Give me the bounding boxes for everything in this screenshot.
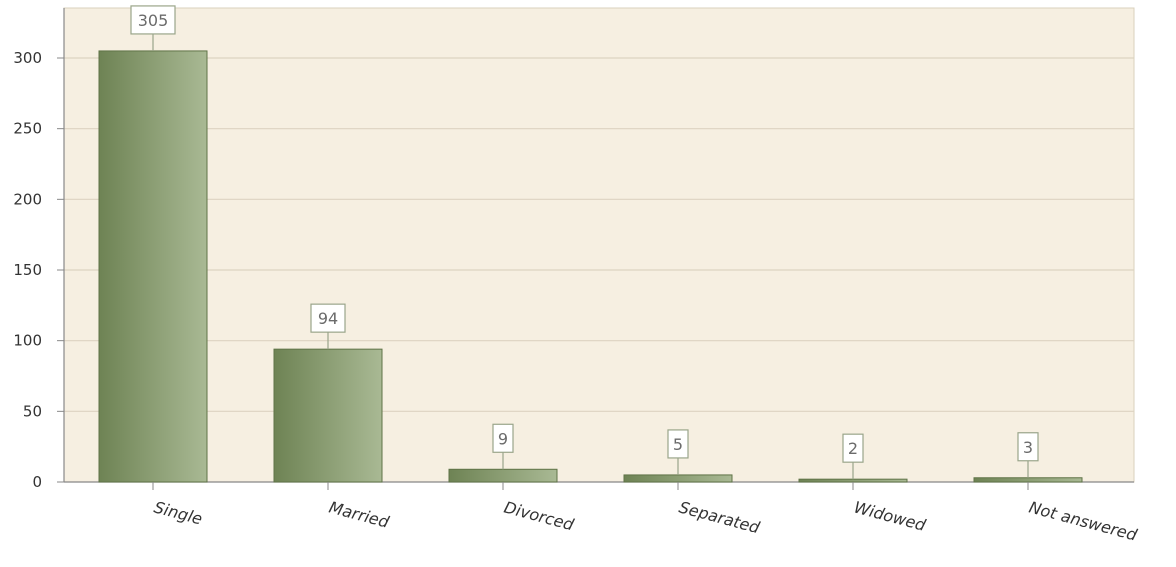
y-tick-label: 200: [13, 190, 42, 208]
x-category-label: Single: [152, 498, 205, 529]
data-label-box: [842, 433, 864, 463]
y-tick-label: 0: [32, 473, 42, 491]
gridlines: [64, 57, 1134, 412]
x-category-label: Divorced: [502, 498, 577, 535]
data-label: 94: [318, 309, 338, 328]
bar-single: [98, 50, 208, 483]
data-label-box: [310, 303, 346, 333]
data-label: 5: [673, 435, 683, 454]
axes: [63, 8, 1134, 483]
x-category-label: Separated: [677, 498, 763, 538]
y-tick-label: 50: [23, 402, 42, 420]
y-tick-label: 250: [13, 120, 42, 138]
data-label-box: [1017, 432, 1039, 462]
data-label-box: [667, 429, 689, 459]
data-label: 305: [138, 11, 169, 30]
y-tick-label: 100: [13, 332, 42, 350]
data-label: 3: [1023, 438, 1033, 457]
bar-not-answered: [973, 477, 1083, 483]
x-category-label: Married: [327, 498, 392, 532]
x-axis-categories: Single Married Divorced Separated Widowed Not…: [152, 482, 1140, 545]
y-tick-label: 300: [13, 49, 42, 67]
bar-widowed: [798, 478, 908, 483]
x-category-label: Not answered: [1027, 498, 1140, 545]
data-labels: 305 94 9 5 2 3: [130, 5, 1039, 480]
data-label-box: [492, 423, 514, 453]
bar-separated: [623, 474, 733, 483]
data-label: 9: [498, 429, 508, 448]
bar-married: [273, 348, 383, 483]
x-category-label: Widowed: [852, 498, 929, 536]
bars: [98, 50, 1083, 483]
bar-divorced: [448, 468, 558, 483]
y-tick-label: 150: [13, 261, 42, 279]
data-label: 2: [848, 439, 858, 458]
y-axis-ticks: 0 50 100 150 200 250 300: [13, 49, 64, 491]
plot-area: [63, 7, 1135, 483]
data-label-box: [130, 5, 176, 35]
